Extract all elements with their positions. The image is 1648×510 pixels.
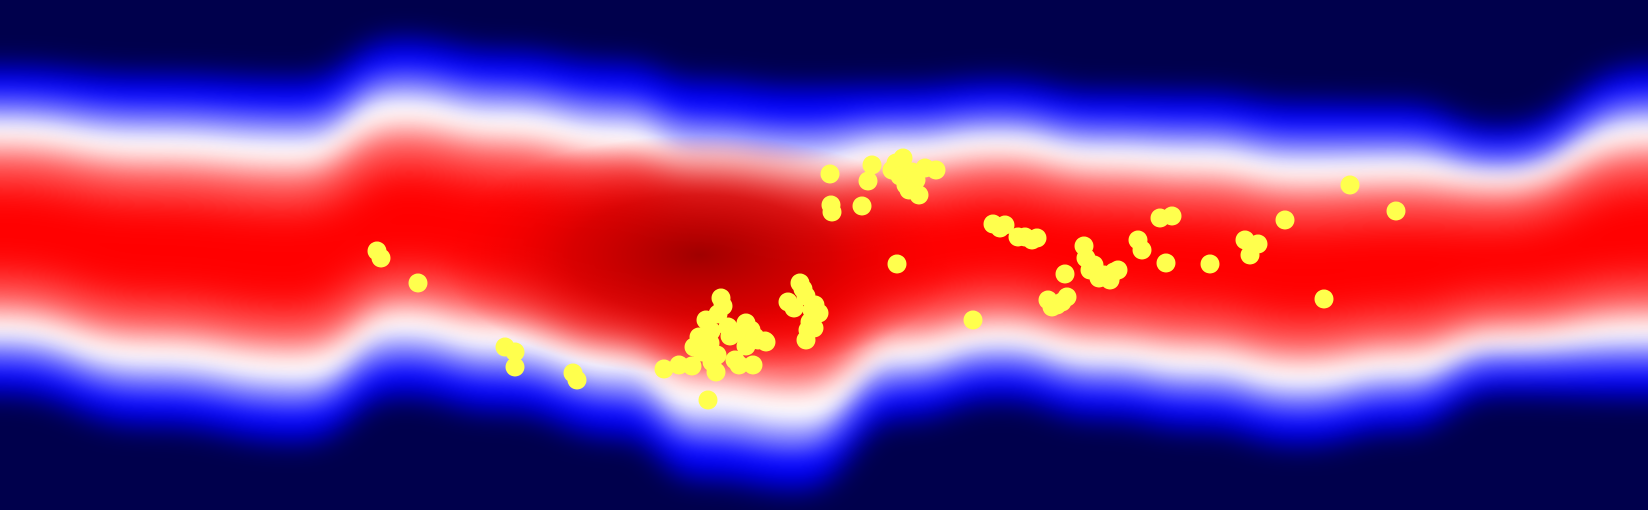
data-point — [1055, 264, 1075, 284]
data-point — [804, 318, 824, 338]
data-point — [701, 321, 721, 341]
data-point — [654, 359, 674, 379]
data-point — [862, 155, 882, 175]
data-point — [698, 390, 718, 410]
data-point — [408, 273, 428, 293]
data-point — [1162, 206, 1182, 226]
data-point — [784, 298, 804, 318]
data-point — [852, 196, 872, 216]
data-point — [1340, 175, 1360, 195]
data-point — [893, 148, 913, 168]
data-points — [367, 148, 1406, 410]
data-point — [1200, 254, 1220, 274]
data-point — [713, 296, 733, 316]
data-point — [822, 202, 842, 222]
data-point — [858, 171, 878, 191]
data-point — [755, 331, 775, 351]
data-point — [743, 355, 763, 375]
data-point — [995, 215, 1015, 235]
data-point — [567, 370, 587, 390]
data-point — [1132, 240, 1152, 260]
data-point — [926, 160, 946, 180]
data-point — [1314, 289, 1334, 309]
data-point — [707, 345, 727, 365]
data-point — [1386, 201, 1406, 221]
data-point — [887, 254, 907, 274]
data-point — [505, 342, 525, 362]
data-point — [706, 362, 726, 382]
data-point — [1275, 210, 1295, 230]
data-point — [820, 164, 840, 184]
density-peak — [440, 135, 960, 375]
data-point — [505, 357, 525, 377]
data-point — [1057, 287, 1077, 307]
data-point — [1248, 234, 1268, 254]
data-point — [371, 248, 391, 268]
data-point — [909, 185, 929, 205]
data-point — [809, 303, 829, 323]
data-point — [1108, 260, 1128, 280]
density-band — [0, 40, 1648, 489]
data-point — [682, 356, 702, 376]
data-point — [963, 310, 983, 330]
data-point — [1156, 253, 1176, 273]
data-point — [1027, 228, 1047, 248]
data-point — [729, 355, 749, 375]
